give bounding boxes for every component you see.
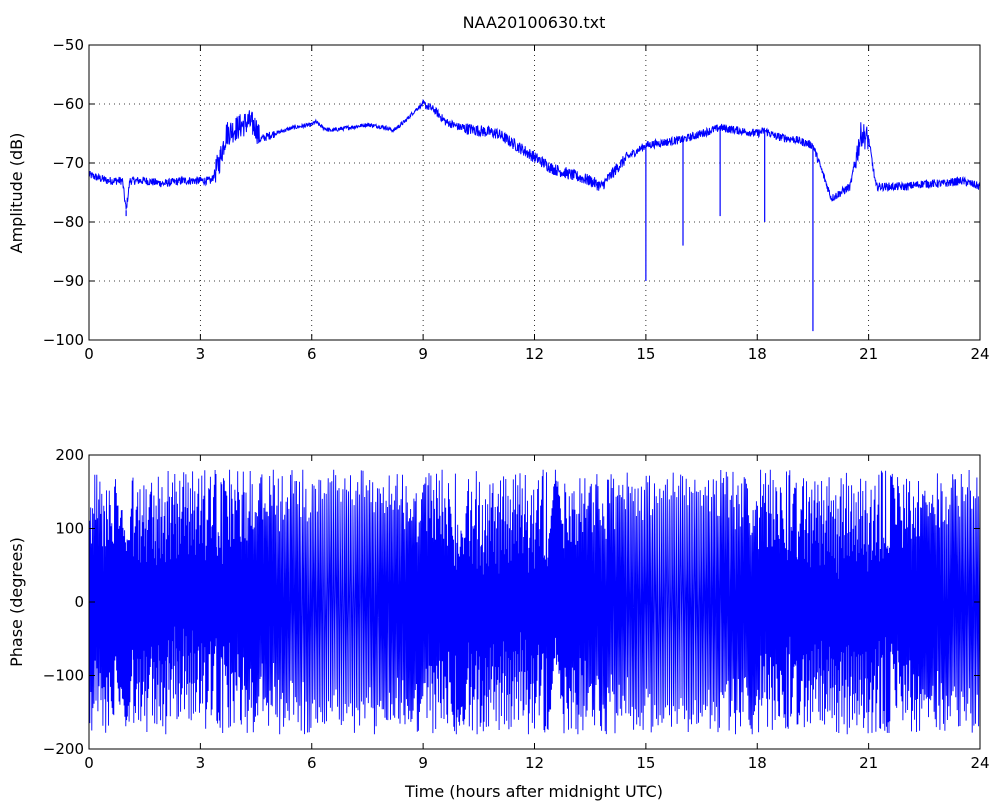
phase-ytick-label: 200 — [55, 446, 84, 464]
amplitude-grid — [89, 45, 980, 340]
amplitude-xtick-label: 12 — [525, 345, 544, 363]
amplitude-xtick-label: 21 — [859, 345, 878, 363]
amplitude-xtick-label: 15 — [636, 345, 655, 363]
amplitude-xtick-label: 9 — [418, 345, 428, 363]
phase-xtick-label: 24 — [970, 754, 989, 772]
phase-ytick-label: −200 — [43, 740, 84, 758]
phase-ytick-label: 0 — [74, 593, 84, 611]
amplitude-xtick-label: 18 — [748, 345, 767, 363]
amplitude-ytick-label: −50 — [52, 36, 84, 54]
phase-xtick-label: 15 — [636, 754, 655, 772]
phase-line — [88, 469, 981, 735]
amplitude-series — [88, 99, 981, 332]
amplitude-xtick-label: 3 — [196, 345, 206, 363]
phase-ylabel: Phase (degrees) — [7, 537, 26, 667]
phase-xtick-label: 18 — [748, 754, 767, 772]
phase-xtick-label: 12 — [525, 754, 544, 772]
amplitude-ytick-label: −60 — [52, 95, 84, 113]
phase-xlabel: Time (hours after midnight UTC) — [404, 782, 663, 801]
phase-series — [88, 469, 981, 735]
phase-axes: 0 3 6 9 12 15 18 21 24 200 100 0 −100 −200 Phase (deg… — [7, 446, 990, 801]
amplitude-line — [88, 99, 981, 210]
amplitude-ticks: 0 3 6 9 12 15 18 21 24 −50 −60 −70 −80 −90 −100 — [43, 36, 990, 363]
phase-ticks: 0 3 6 9 12 15 18 21 24 200 100 0 −100 −200 — [43, 446, 990, 772]
amplitude-ylabel: Amplitude (dB) — [7, 133, 26, 254]
phase-ytick-label: −100 — [43, 667, 84, 685]
amplitude-xtick-label: 0 — [84, 345, 94, 363]
amplitude-xtick-label: 24 — [970, 345, 989, 363]
amplitude-ytick-label: −80 — [52, 213, 84, 231]
amplitude-ytick-label: −100 — [43, 331, 84, 349]
phase-xtick-label: 9 — [418, 754, 428, 772]
amplitude-xtick-label: 6 — [307, 345, 317, 363]
phase-xtick-label: 0 — [84, 754, 94, 772]
phase-xtick-label: 3 — [196, 754, 206, 772]
phase-xtick-label: 6 — [307, 754, 317, 772]
phase-ytick-label: 100 — [55, 520, 84, 538]
amplitude-ytick-label: −90 — [52, 272, 84, 290]
amplitude-axes: 0 3 6 9 12 15 18 21 24 −50 −60 −70 −80 −90 −100 Amplit… — [7, 36, 990, 363]
amplitude-ytick-label: −70 — [52, 154, 84, 172]
phase-xtick-label: 21 — [859, 754, 878, 772]
chart-title: NAA20100630.txt — [463, 13, 606, 32]
